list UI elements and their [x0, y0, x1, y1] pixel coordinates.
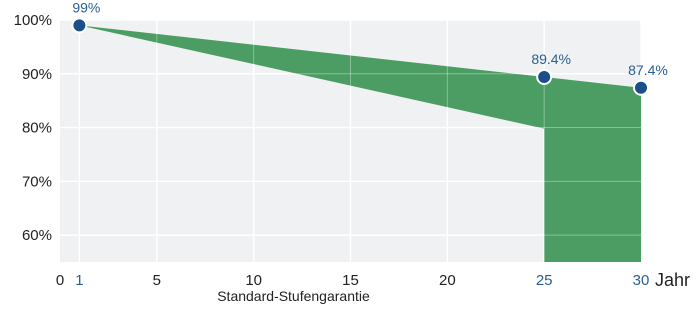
- chart-caption: Standard-Stufengarantie: [217, 288, 370, 304]
- x-tick-label: 15: [342, 272, 359, 289]
- y-tick-label: 60%: [22, 227, 52, 244]
- data-label: 99%: [72, 0, 100, 15]
- x-tick-label: 0: [56, 272, 64, 289]
- x-tick-label: 30: [633, 272, 650, 289]
- labels: 99%89.4%87.4%100%90%80%70%60%0 1 5 10 15 20 25…: [14, 0, 690, 290]
- x-tick-label: 20: [439, 272, 456, 289]
- x-tick-label: 1: [75, 272, 83, 289]
- data-label: 87.4%: [628, 62, 668, 78]
- data-point-marker: [633, 79, 649, 96]
- guarantee-area: [79, 25, 641, 262]
- data-point-marker: [536, 69, 553, 86]
- x-tick-label: 5: [153, 272, 161, 289]
- data-label: 89.4%: [531, 51, 571, 67]
- markers: [71, 17, 649, 96]
- y-tick-label: 80%: [22, 120, 52, 137]
- data-point-marker: [71, 17, 88, 34]
- x-tick-label: 25: [536, 272, 553, 289]
- y-tick-label: 70%: [22, 173, 52, 190]
- y-tick-label: 90%: [22, 66, 52, 83]
- x-unit-label: Jahr: [655, 270, 690, 290]
- y-tick-label: 100%: [14, 12, 52, 29]
- x-tick-label: 10: [245, 272, 262, 289]
